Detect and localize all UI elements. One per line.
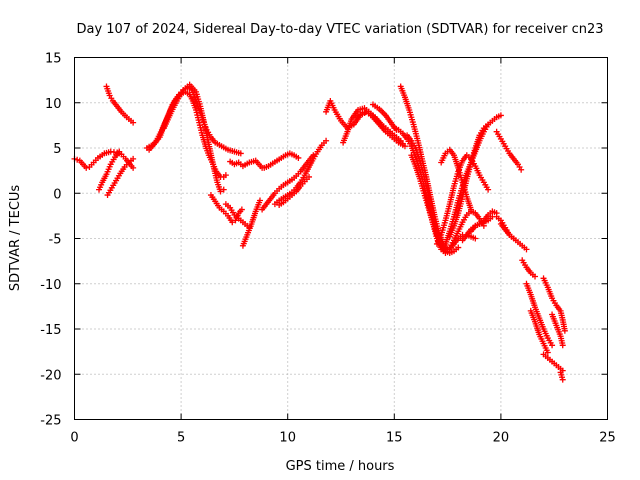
series-s26 [446,121,492,240]
series-s2 [96,148,123,193]
x-axis-label: GPS time / hours [286,459,395,474]
x-tick-label: 0 [70,431,78,446]
x-tick-label: 15 [386,431,403,446]
data-points [71,81,568,383]
data-point [468,206,475,213]
series-s27 [438,146,475,213]
series-s31 [497,221,530,253]
y-tick-label: 10 [45,97,62,112]
data-point [544,349,551,356]
data-point [306,173,313,180]
series-s5 [143,84,244,157]
x-tick-label: 5 [177,431,185,446]
x-tick-label: 25 [599,431,616,446]
axis-ticks [74,57,608,420]
chart-title: Day 107 of 2024, Sidereal Day-to-day VTE… [76,22,603,37]
series-s36 [549,311,566,349]
data-point [397,137,404,144]
series-s13 [259,152,317,213]
data-point [549,342,556,349]
data-point [238,206,245,213]
data-point [222,172,229,179]
data-point [74,156,81,163]
series-s8 [207,192,245,226]
x-tick-label: 20 [493,431,510,446]
y-tick-label: 5 [53,142,61,157]
data-point [217,188,224,195]
x-tick-label: 10 [279,431,296,446]
y-tick-label: 15 [45,52,62,67]
series-s7 [161,81,227,195]
series-s35 [540,275,568,334]
data-point [559,376,566,383]
data-point [220,186,227,193]
series-s19 [369,101,400,133]
grid-lines [74,57,608,420]
series-s15 [276,173,313,209]
y-tick-labels: -25 -20 -15 -10 -5 0 5 10 15 [40,52,61,429]
series-s38 [557,369,566,383]
data-point [323,137,330,144]
data-point [130,119,137,126]
data-point [485,186,492,193]
y-tick-label: -25 [40,414,61,429]
y-tick-label: 0 [53,187,61,202]
series-s12 [261,150,302,171]
data-point [455,244,462,251]
series-s32 [519,257,539,280]
data-point [130,164,137,171]
data-point [559,342,566,349]
y-tick-label: -20 [40,368,61,383]
data-point [532,273,539,280]
data-point [237,150,244,157]
data-point [561,327,568,334]
series-s18 [352,108,404,144]
y-axis-label: SDTVAR / TECUs [8,185,23,292]
data-point [523,246,530,253]
y-tick-label: -15 [40,323,61,338]
series-s37 [540,351,566,374]
data-point [83,164,90,171]
series-s3 [104,155,137,199]
series-s30 [493,128,525,173]
series-s9 [222,201,253,231]
series-s10 [239,197,263,249]
data-point [256,197,263,204]
y-tick-label: -5 [49,233,62,248]
series-s34 [527,307,551,356]
x-tick-labels: 0 5 10 15 20 25 [70,431,615,446]
series-s11 [227,157,266,171]
y-tick-label: -10 [40,278,61,293]
series-s33 [523,280,556,349]
data-point [295,154,302,161]
plot-frame [74,57,608,420]
data-point [130,155,137,162]
series-s16 [323,97,408,150]
data-point [472,235,479,242]
series-s4 [103,83,137,126]
data-point [497,112,504,119]
data-point [116,148,123,155]
data-point [485,121,492,128]
data-point [229,219,236,226]
data-point [518,166,525,173]
